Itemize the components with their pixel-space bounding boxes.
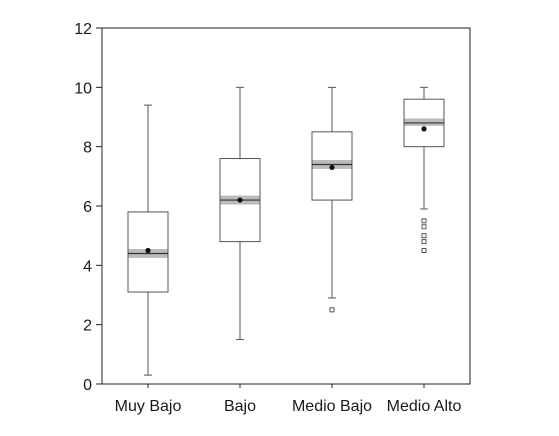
y-tick-label: 0 [83,377,92,394]
outlier-point [421,218,427,224]
x-axis: Muy Bajo Bajo Medio Bajo Medio Alto [115,384,462,415]
box-group [127,104,169,376]
y-axis: 0 2 4 6 8 10 12 [74,21,102,394]
outlier-point [421,233,427,239]
x-tick-label: Muy Bajo [115,398,182,415]
box-group [403,86,445,253]
y-tick-label: 8 [83,140,92,157]
mean-marker [145,247,151,254]
y-tick-label: 12 [74,21,92,38]
x-tick-label: Medio Bajo [292,398,372,415]
mean-marker [421,126,427,132]
outlier-point [421,224,427,230]
x-tick-label: Medio Alto [387,398,462,415]
median-ci-band [404,118,444,126]
box-series [127,86,445,376]
mean-marker [329,164,335,171]
y-tick-label: 10 [74,80,92,97]
mean-marker [237,197,243,203]
y-tick-label: 4 [83,258,92,275]
box-group [219,86,261,340]
x-tick-label: Bajo [224,398,256,415]
outlier-point [329,307,335,313]
plot-frame [101,27,471,385]
y-tick-label: 6 [83,199,92,216]
outlier-point [421,239,427,245]
y-tick-label: 2 [83,318,92,335]
box-group [311,86,353,313]
outlier-point [421,248,427,253]
